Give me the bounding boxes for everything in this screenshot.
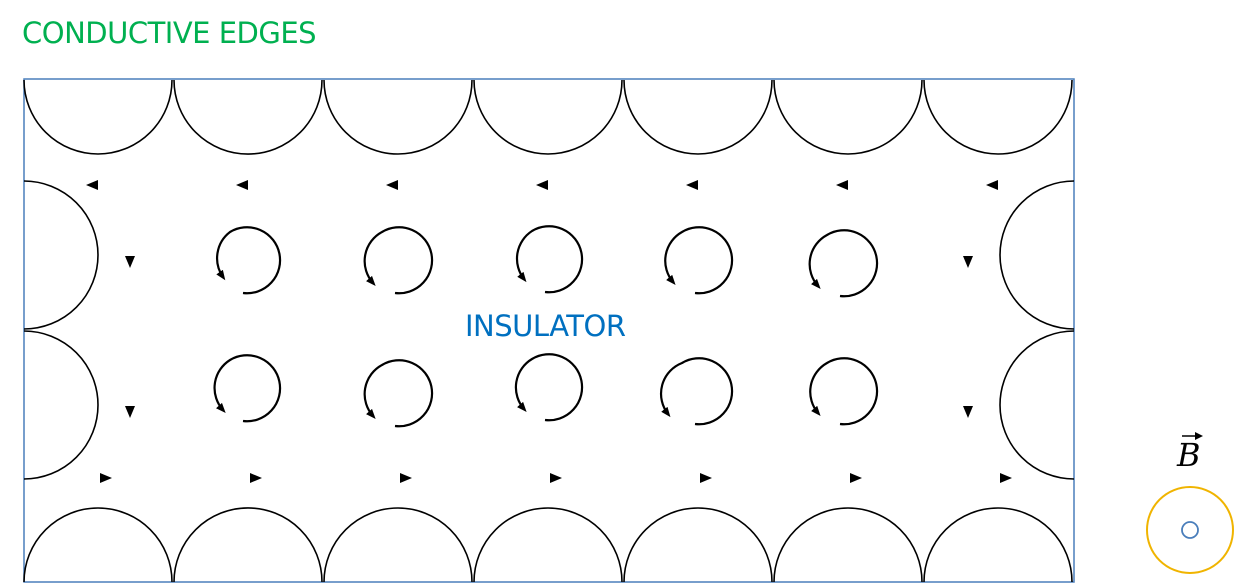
field-out-of-page-dot <box>1181 521 1199 539</box>
b-field-indicator <box>1146 432 1234 574</box>
arrowhead <box>100 473 112 483</box>
edge-orbit <box>999 330 1075 480</box>
cyclotron-orbit <box>809 357 879 426</box>
edge-orbit <box>23 180 99 330</box>
arrowhead <box>836 180 848 190</box>
left-edge-orbits <box>23 180 99 480</box>
arrowhead <box>86 180 98 190</box>
cyclotron-orbit <box>216 226 282 295</box>
b-field-symbol: B <box>1177 436 1201 474</box>
edge-orbit <box>23 79 173 155</box>
edge-orbit <box>473 79 623 155</box>
edge-orbit <box>23 507 173 583</box>
top-edge-arrows <box>86 180 998 190</box>
interior-orbits <box>213 225 879 428</box>
edge-orbit <box>23 330 99 480</box>
cyclotron-orbit <box>808 229 879 298</box>
edge-orbit <box>999 180 1075 330</box>
right-edge-arrows <box>963 256 973 418</box>
cyclotron-orbit <box>363 359 434 428</box>
edge-orbit <box>473 507 623 583</box>
vector-arrow-head <box>1195 432 1203 440</box>
edge-orbit <box>623 79 773 155</box>
arrowhead <box>400 473 412 483</box>
arrowhead <box>963 406 973 418</box>
cyclotron-orbit <box>664 226 734 295</box>
cyclotron-orbit <box>515 225 584 294</box>
edge-orbit <box>323 507 473 583</box>
arrowhead <box>700 473 712 483</box>
right-edge-orbits <box>999 180 1075 480</box>
cyclotron-orbit <box>659 357 734 426</box>
arrowhead <box>850 473 862 483</box>
conductive-edges-title: CONDUCTIVE EDGES <box>22 16 317 50</box>
cyclotron-orbit <box>363 226 434 295</box>
arrowhead <box>686 180 698 190</box>
cyclotron-orbit <box>514 353 584 422</box>
arrowhead <box>125 406 135 418</box>
arrowhead <box>963 256 973 268</box>
arrowhead <box>986 180 998 190</box>
edge-orbit <box>923 79 1073 155</box>
arrowhead <box>1000 473 1012 483</box>
edge-orbit <box>173 507 323 583</box>
edge-orbit <box>773 79 923 155</box>
arrowhead <box>125 256 135 268</box>
arrowhead <box>536 180 548 190</box>
insulator-label: INSULATOR <box>465 309 626 343</box>
bottom-edge-orbits <box>23 507 1073 583</box>
edge-orbit <box>323 79 473 155</box>
left-edge-arrows <box>125 256 135 418</box>
arrowhead <box>250 473 262 483</box>
edge-orbit <box>173 79 323 155</box>
arrowhead <box>236 180 248 190</box>
bottom-edge-arrows <box>100 473 1012 483</box>
arrowhead <box>386 180 398 190</box>
edge-orbit <box>623 507 773 583</box>
top-edge-orbits <box>23 79 1073 155</box>
cyclotron-orbit <box>213 354 282 423</box>
edge-orbit <box>923 507 1073 583</box>
arrowhead <box>550 473 562 483</box>
edge-orbit <box>773 507 923 583</box>
field-ring <box>1146 486 1234 574</box>
